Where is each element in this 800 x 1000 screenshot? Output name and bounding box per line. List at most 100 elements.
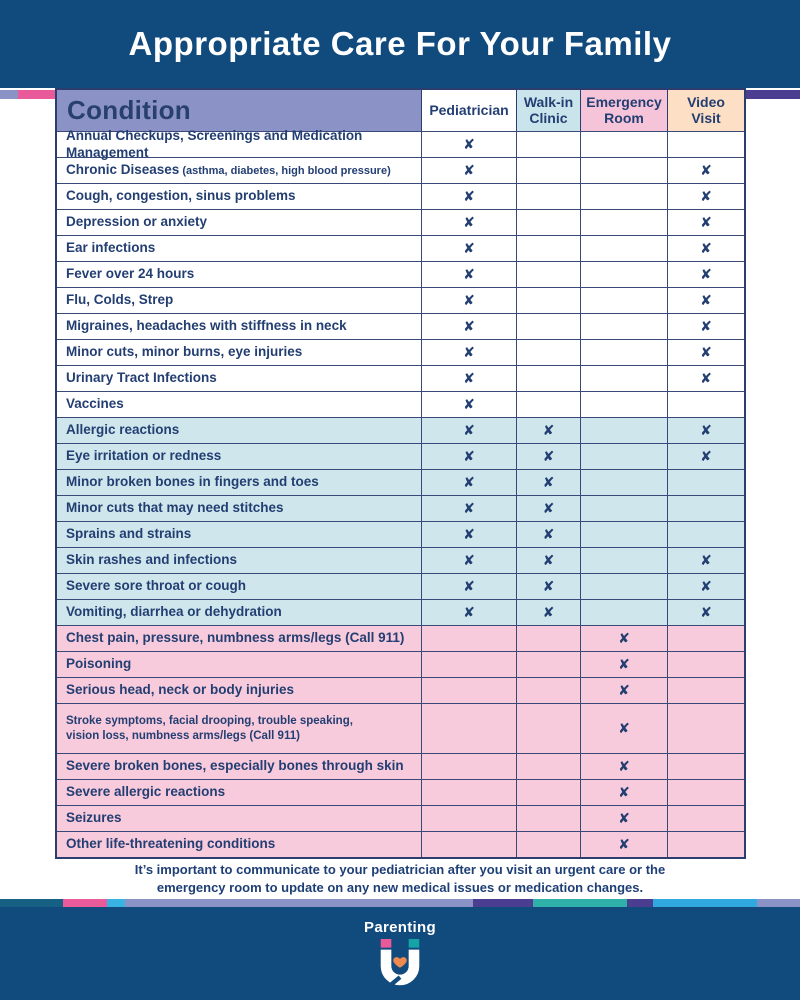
mark-cell-video-visit [667, 678, 744, 703]
mark-cell-emergency-room [580, 366, 667, 391]
mark-cell-pediatrician: ✘ [421, 444, 516, 469]
x-mark-icon: ✘ [463, 214, 475, 231]
stripe-segment [107, 899, 125, 907]
table-row: Severe allergic reactions ✘ [57, 779, 744, 805]
mark-cell-emergency-room [580, 184, 667, 209]
condition-cell: Flu, Colds, Strep [57, 288, 421, 313]
mark-cell-emergency-room [580, 392, 667, 417]
table-row: Cough, congestion, sinus problems ✘ ✘ [57, 183, 744, 209]
condition-cell: Serious head, neck or body injuries [57, 678, 421, 703]
x-mark-icon: ✘ [700, 266, 712, 283]
mark-cell-walk-in-clinic [516, 314, 580, 339]
mark-cell-pediatrician: ✘ [421, 262, 516, 287]
top-right-stripe [744, 90, 800, 99]
condition-label: Urinary Tract Infections [66, 370, 217, 386]
x-mark-icon: ✘ [618, 784, 630, 801]
mark-cell-emergency-room [580, 158, 667, 183]
mark-cell-emergency-room [580, 210, 667, 235]
mark-cell-video-visit [667, 496, 744, 521]
condition-cell: Stroke symptoms, facial drooping, troubl… [57, 704, 421, 753]
footer: Parenting [0, 907, 800, 1000]
table-row: Fever over 24 hours ✘ ✘ [57, 261, 744, 287]
x-mark-icon: ✘ [700, 448, 712, 465]
x-mark-icon: ✘ [618, 630, 630, 647]
condition-cell: Vomiting, diarrhea or dehydration [57, 600, 421, 625]
x-mark-icon: ✘ [700, 344, 712, 361]
mark-cell-video-visit: ✘ [667, 600, 744, 625]
mark-cell-walk-in-clinic: ✘ [516, 522, 580, 547]
mark-cell-video-visit: ✘ [667, 574, 744, 599]
column-header-label: Video Visit [687, 94, 725, 126]
mark-cell-emergency-room [580, 496, 667, 521]
x-mark-icon: ✘ [700, 604, 712, 621]
column-header-walk-in-clinic: Walk-in Clinic [516, 90, 580, 131]
mark-cell-emergency-room: ✘ [580, 652, 667, 677]
column-header-pediatrician: Pediatrician [421, 90, 516, 131]
condition-cell: Cough, congestion, sinus problems [57, 184, 421, 209]
mark-cell-pediatrician: ✘ [421, 496, 516, 521]
table-row: Seizures ✘ [57, 805, 744, 831]
mark-cell-emergency-room [580, 340, 667, 365]
mark-cell-pediatrician: ✘ [421, 470, 516, 495]
table-row: Annual Checkups, Screenings and Medicati… [57, 128, 744, 160]
condition-cell: Poisoning [57, 652, 421, 677]
x-mark-icon: ✘ [463, 604, 475, 621]
mark-cell-emergency-room [580, 314, 667, 339]
condition-cell: Sprains and strains [57, 522, 421, 547]
x-mark-icon: ✘ [463, 370, 475, 387]
mark-cell-pediatrician: ✘ [421, 340, 516, 365]
x-mark-icon: ✘ [700, 292, 712, 309]
condition-detail: (asthma, diabetes, high blood pressure) [182, 164, 391, 177]
logo-heart-icon [393, 957, 407, 968]
condition-cell: Urinary Tract Infections [57, 366, 421, 391]
title-banner: Appropriate Care For Your Family [0, 0, 800, 88]
mark-cell-walk-in-clinic: ✘ [516, 444, 580, 469]
condition-label: Chest pain, pressure, numbness arms/legs… [66, 630, 405, 646]
condition-label: Cough, congestion, sinus problems [66, 188, 296, 204]
condition-label: Seizures [66, 810, 122, 826]
mark-cell-walk-in-clinic: ✘ [516, 574, 580, 599]
condition-label: Minor broken bones in fingers and toes [66, 474, 319, 490]
condition-cell: Eye irritation or redness [57, 444, 421, 469]
condition-label: Sprains and strains [66, 526, 192, 542]
mark-cell-walk-in-clinic: ✘ [516, 418, 580, 443]
footnote: It’s important to communicate to your pe… [134, 862, 666, 896]
condition-label: Severe broken bones, especially bones th… [66, 758, 404, 774]
x-mark-icon: ✘ [463, 526, 475, 543]
mark-cell-emergency-room [580, 600, 667, 625]
x-mark-icon: ✘ [463, 422, 475, 439]
mark-cell-walk-in-clinic [516, 366, 580, 391]
mark-cell-pediatrician: ✘ [421, 392, 516, 417]
mark-cell-video-visit [667, 754, 744, 779]
condition-cell: Skin rashes and infections [57, 548, 421, 573]
mark-cell-walk-in-clinic [516, 832, 580, 857]
table-row: Minor cuts, minor burns, eye injuries ✘ ✘ [57, 339, 744, 365]
x-mark-icon: ✘ [700, 318, 712, 335]
mark-cell-pediatrician: ✘ [421, 418, 516, 443]
mark-cell-walk-in-clinic [516, 340, 580, 365]
condition-cell: Severe sore throat or cough [57, 574, 421, 599]
mark-cell-walk-in-clinic [516, 806, 580, 831]
condition-label: Depression or anxiety [66, 214, 208, 230]
column-header-label: Walk-in Clinic [523, 94, 574, 126]
condition-label: Severe sore throat or cough [66, 578, 247, 594]
stripe-segment [627, 899, 653, 907]
mark-cell-emergency-room: ✘ [580, 704, 667, 753]
table-row: Urinary Tract Infections ✘ ✘ [57, 365, 744, 391]
mark-cell-video-visit: ✘ [667, 314, 744, 339]
x-mark-icon: ✘ [700, 552, 712, 569]
mark-cell-emergency-room [580, 574, 667, 599]
condition-label: Stroke symptoms, facial drooping, troubl… [66, 715, 353, 742]
condition-label: Flu, Colds, Strep [66, 292, 174, 308]
mark-cell-pediatrician: ✘ [421, 522, 516, 547]
mark-cell-video-visit [667, 132, 744, 157]
mark-cell-video-visit [667, 626, 744, 651]
mark-cell-walk-in-clinic: ✘ [516, 496, 580, 521]
condition-label: Chronic Diseases [66, 162, 180, 178]
table-row: Migraines, headaches with stiffness in n… [57, 313, 744, 339]
x-mark-icon: ✘ [700, 162, 712, 179]
condition-cell: Depression or anxiety [57, 210, 421, 235]
table-row: Minor broken bones in fingers and toes ✘ ✘ [57, 469, 744, 495]
x-mark-icon: ✘ [618, 682, 630, 699]
x-mark-icon: ✘ [542, 474, 555, 491]
